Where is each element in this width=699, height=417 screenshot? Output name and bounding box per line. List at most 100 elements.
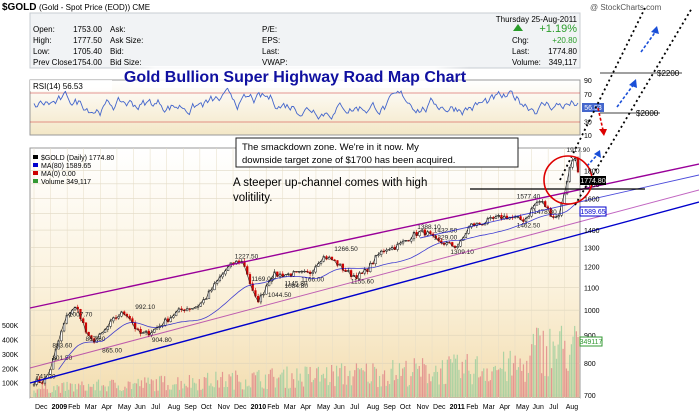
volume-bar (279, 374, 281, 397)
volume-bar (420, 376, 422, 397)
volume-bar (314, 378, 316, 397)
volume-bar (321, 374, 323, 397)
volume-bar (188, 375, 191, 397)
volume-bar (59, 392, 62, 397)
volume-bar (309, 366, 311, 397)
volume-bar (473, 373, 475, 397)
quote-low-label: Low: (33, 47, 50, 56)
volume-bar (382, 374, 384, 397)
volume-bar (152, 380, 154, 397)
volume-bar (261, 387, 263, 397)
volume-bar (367, 381, 369, 397)
volume-bar (463, 373, 465, 397)
x-tick-label: Apr (499, 404, 511, 411)
volume-bar (202, 388, 204, 397)
volume-bar (436, 371, 439, 397)
arrow-up-icon (594, 150, 601, 158)
volume-bar (438, 384, 440, 397)
volume-bar (335, 365, 338, 397)
volume-bar (192, 378, 194, 397)
x-tick-label: Jul (549, 404, 558, 411)
volume-bar (570, 344, 572, 397)
volume-bar (486, 368, 488, 397)
volume-bar (102, 385, 105, 397)
volume-bar (273, 376, 275, 397)
volume-bar (164, 376, 166, 397)
price-tick-label: 1200 (584, 265, 600, 272)
volume-bar (496, 370, 498, 397)
volume-bar (326, 367, 328, 397)
volume-bar (38, 388, 40, 397)
quote-high-value: 1777.50 (73, 36, 102, 45)
volume-bar (168, 389, 171, 397)
volume-bars (33, 325, 579, 397)
volume-bar (101, 385, 103, 397)
volume-bar (340, 363, 343, 397)
volume-bar (428, 373, 430, 397)
volume-bar (33, 390, 35, 397)
rsi-tick-label: 90 (584, 78, 592, 85)
volume-bar (550, 368, 553, 397)
volume-bar (122, 390, 124, 397)
x-tick-label: Apr (300, 404, 312, 411)
price-point-label: 1432.50 (434, 228, 458, 235)
volume-bar (271, 368, 273, 397)
volume-bar (170, 389, 172, 397)
volume-bar (311, 382, 313, 397)
volume-bar (97, 379, 100, 397)
price-point-label: 1007.70 (69, 311, 93, 318)
volume-bar (415, 363, 417, 397)
volume-bar (178, 389, 181, 397)
quote-last2-label: Last: (512, 47, 529, 56)
volume-bar (499, 367, 501, 397)
volume-bar (329, 382, 331, 397)
volume-tick-label: 300K (2, 352, 19, 359)
volume-bar (430, 381, 432, 397)
volume-bar (400, 375, 402, 397)
volume-bar (274, 387, 277, 397)
x-tick-label: Jun (533, 404, 544, 411)
volume-bar (61, 383, 63, 397)
volume-bar (564, 340, 566, 397)
quote-bid-label: Bid: (110, 47, 124, 56)
volume-bar (172, 384, 174, 397)
volume-bar (521, 370, 523, 397)
price-point-label: 1329.00 (434, 234, 458, 241)
volume-bar (92, 384, 95, 397)
volume-bar (44, 383, 47, 397)
arrow-up-icon (651, 26, 659, 34)
x-tick-label: Jul (350, 404, 359, 411)
volume-bar (253, 372, 255, 397)
volume-bar (383, 370, 386, 397)
x-tick-label: Oct (201, 404, 212, 411)
quote-ask-label: Ask: (110, 25, 126, 34)
volume-bar (167, 385, 169, 397)
volume-bar (345, 384, 348, 397)
volume-bar (410, 376, 412, 397)
volume-bar (301, 381, 303, 397)
volume-bar (574, 325, 576, 397)
volume-bar (498, 369, 500, 397)
volume-bar (203, 377, 205, 397)
volume-bar (142, 387, 144, 397)
volume-bar (177, 377, 179, 397)
volume-bar (512, 363, 515, 397)
volume-bar (425, 365, 427, 397)
volume-bar (116, 388, 118, 397)
volume-bar (284, 387, 286, 397)
price-candles: 741.20883.60801.501007.70867.60865.00992… (32, 147, 590, 388)
volume-bar (241, 389, 243, 397)
symbol-title: $GOLD (2, 2, 36, 13)
volume-bar (509, 350, 511, 397)
volume-bar (466, 354, 468, 397)
volume-bar (132, 383, 134, 397)
x-tick-label: Aug (367, 404, 380, 411)
volume-bar (450, 359, 452, 397)
volume-bar (236, 374, 238, 397)
price-point-label: 1478.30 (533, 209, 557, 216)
arrow-down-icon (599, 129, 607, 136)
quote-asksize-label: Ask Size: (110, 36, 143, 45)
price-point-label: 1169.00 (251, 276, 274, 283)
volume-bar (63, 382, 65, 397)
